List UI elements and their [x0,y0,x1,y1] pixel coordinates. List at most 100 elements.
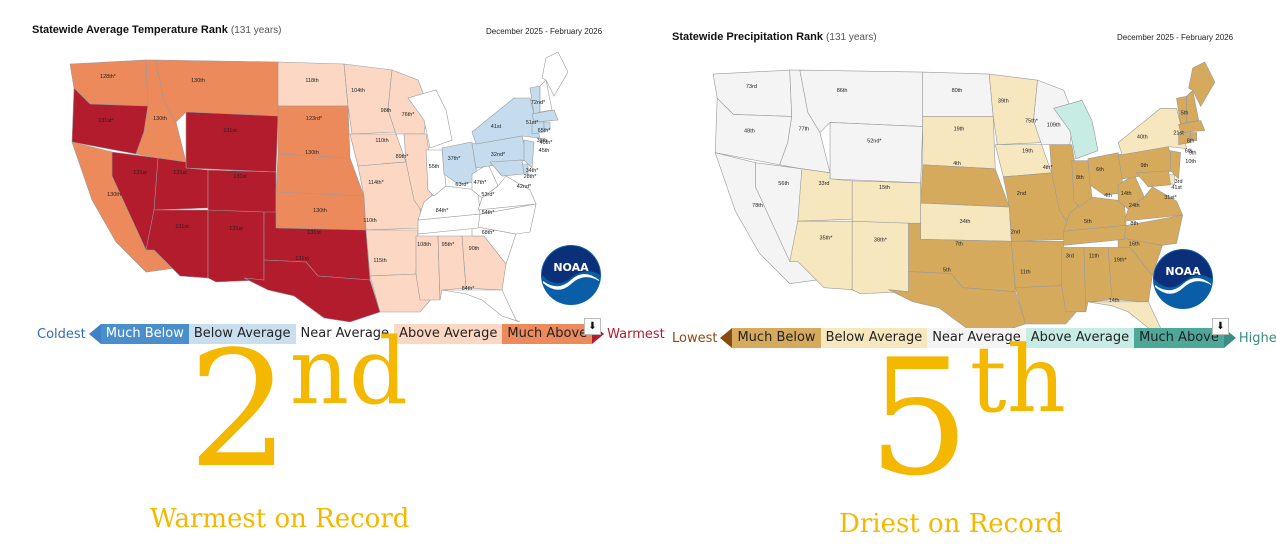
state-ri[interactable] [1190,132,1198,141]
state-va[interactable] [1123,186,1184,222]
state-wy[interactable] [185,111,279,173]
state-ne[interactable] [275,153,365,197]
state-tx[interactable] [243,259,381,322]
state-ny[interactable] [471,97,541,145]
state-al[interactable] [437,235,467,301]
state-ct[interactable] [1178,132,1191,145]
rank-label-sc: 16th [1129,241,1140,247]
rank-label-wi: 98th [381,108,392,114]
precipitation-panel: Statewide Precipitation Rank (131 years)… [640,0,1276,550]
rank-label-nc: 8th [1130,221,1138,227]
legend-left-arrow [88,324,101,344]
state-ct[interactable] [531,121,545,135]
state-mi[interactable] [407,89,453,149]
state-nj[interactable] [1170,150,1181,180]
rank-label-wy: 131st [223,128,237,134]
state-nd[interactable] [922,71,994,117]
rank-label-ca: 78th [752,203,763,209]
state-oh[interactable] [1087,152,1125,196]
state-fl[interactable] [441,289,521,322]
state-nm[interactable] [207,209,265,283]
state-me[interactable] [1188,61,1216,107]
rank-label-ri: 9th [1189,151,1197,157]
temperature-panel: Statewide Average Temperature Rank (131 … [0,0,665,550]
state-nh[interactable] [1186,89,1200,123]
legend-much-above: Much Above [1134,328,1224,348]
rank-label-va: 53rd* [481,192,495,198]
state-oh[interactable] [441,141,479,185]
rank-label-md: 42nd* [517,184,532,190]
legend-much-above: Much Above [502,324,593,344]
state-nj[interactable] [523,139,535,169]
state-ne[interactable] [920,164,1010,208]
rank-label-ga: 19th* [1114,257,1128,263]
rank-label-wy: 52nd* [867,139,882,145]
state-ms[interactable] [415,235,441,301]
legend-left-arrow [720,328,733,348]
rank-label-tn: 5th [1084,219,1092,225]
temperature-rank-map: 128th* 131st* 130th 131st 130th 130th 131st 131… [69,51,568,322]
rank-label-nv: 131st [133,170,147,176]
rank-suffix: nd [289,318,408,425]
rank-label-ar: 2nd [1011,229,1020,235]
state-in[interactable] [425,149,447,197]
precipitation-rank-map: 73rd 48th 78th 56th 77th 86th 52nd* 33rd 15th 35t… [712,61,1216,334]
rank-label-wi: 75th* [1025,118,1039,124]
rank-label-al: 11th [1089,253,1099,259]
state-me[interactable] [541,51,568,97]
state-ar[interactable] [365,229,419,277]
download-icon[interactable]: ⬇ [584,318,601,335]
legend-high-end: Highest [1238,330,1276,346]
state-ny[interactable] [1117,108,1188,156]
state-md[interactable] [1135,170,1171,188]
state-mn[interactable] [343,63,397,135]
rank-label-me: 5th [1181,110,1189,116]
state-mt[interactable] [155,59,279,123]
rank-label-de: 28th* [524,174,538,180]
state-ms[interactable] [1061,247,1087,313]
state-nh[interactable] [539,79,553,113]
state-ri[interactable] [543,121,551,131]
period-label: December 2025 - February 2026 [1117,33,1234,42]
rank-label-ar: 110th [363,218,376,224]
rank-label-de: 41st [1171,185,1182,191]
rank-label-la: 115th [373,258,386,264]
rank-label-az: 35th* [820,235,834,241]
noaa-logo: NOAA [1152,248,1214,310]
noaa-logo-text: NOAA [553,261,589,274]
state-ar[interactable] [1011,241,1065,288]
rank-label-nh: 65th* [538,128,552,134]
state-al[interactable] [1083,247,1113,312]
rank-value: 5 [868,324,970,511]
rank-label-ne: 130th [305,150,319,156]
state-mn[interactable] [988,73,1042,145]
rank-label-ca: 130th [107,192,121,198]
rank-label-ky: 4th [1104,193,1112,199]
state-md[interactable] [489,159,525,177]
state-wy[interactable] [829,122,924,184]
rank-label-mo: 2nd [1017,191,1026,197]
precipitation-rank-number: 5th [868,326,1066,498]
title-text: Statewide Precipitation Rank [672,31,823,43]
rank-label-ne: 4th [953,161,961,167]
state-va[interactable] [477,175,537,211]
state-ma[interactable] [531,109,559,123]
state-mi[interactable] [1053,99,1099,160]
download-icon[interactable]: ⬇ [1212,318,1229,335]
state-nd[interactable] [277,61,349,107]
state-in[interactable] [1071,160,1093,208]
rank-label-co: 131st [233,174,247,180]
legend-low-end: Coldest [37,326,86,342]
rank-label-ny: 41st [491,124,502,130]
legend-much-below: Much Below [100,324,189,344]
legend-above-average: Above Average [394,324,503,344]
state-mt[interactable] [799,69,924,134]
rank-label-il: 89th* [396,154,410,160]
rank-label-al: 95th* [442,242,456,248]
state-ma[interactable] [1178,120,1206,133]
rank-label-co: 15th [879,185,890,191]
rank-label-nv: 56th [778,181,789,187]
rank-label-nj: 34th* [526,168,540,174]
rank-label-tn: 84th* [436,208,450,214]
state-nm[interactable] [851,220,909,295]
